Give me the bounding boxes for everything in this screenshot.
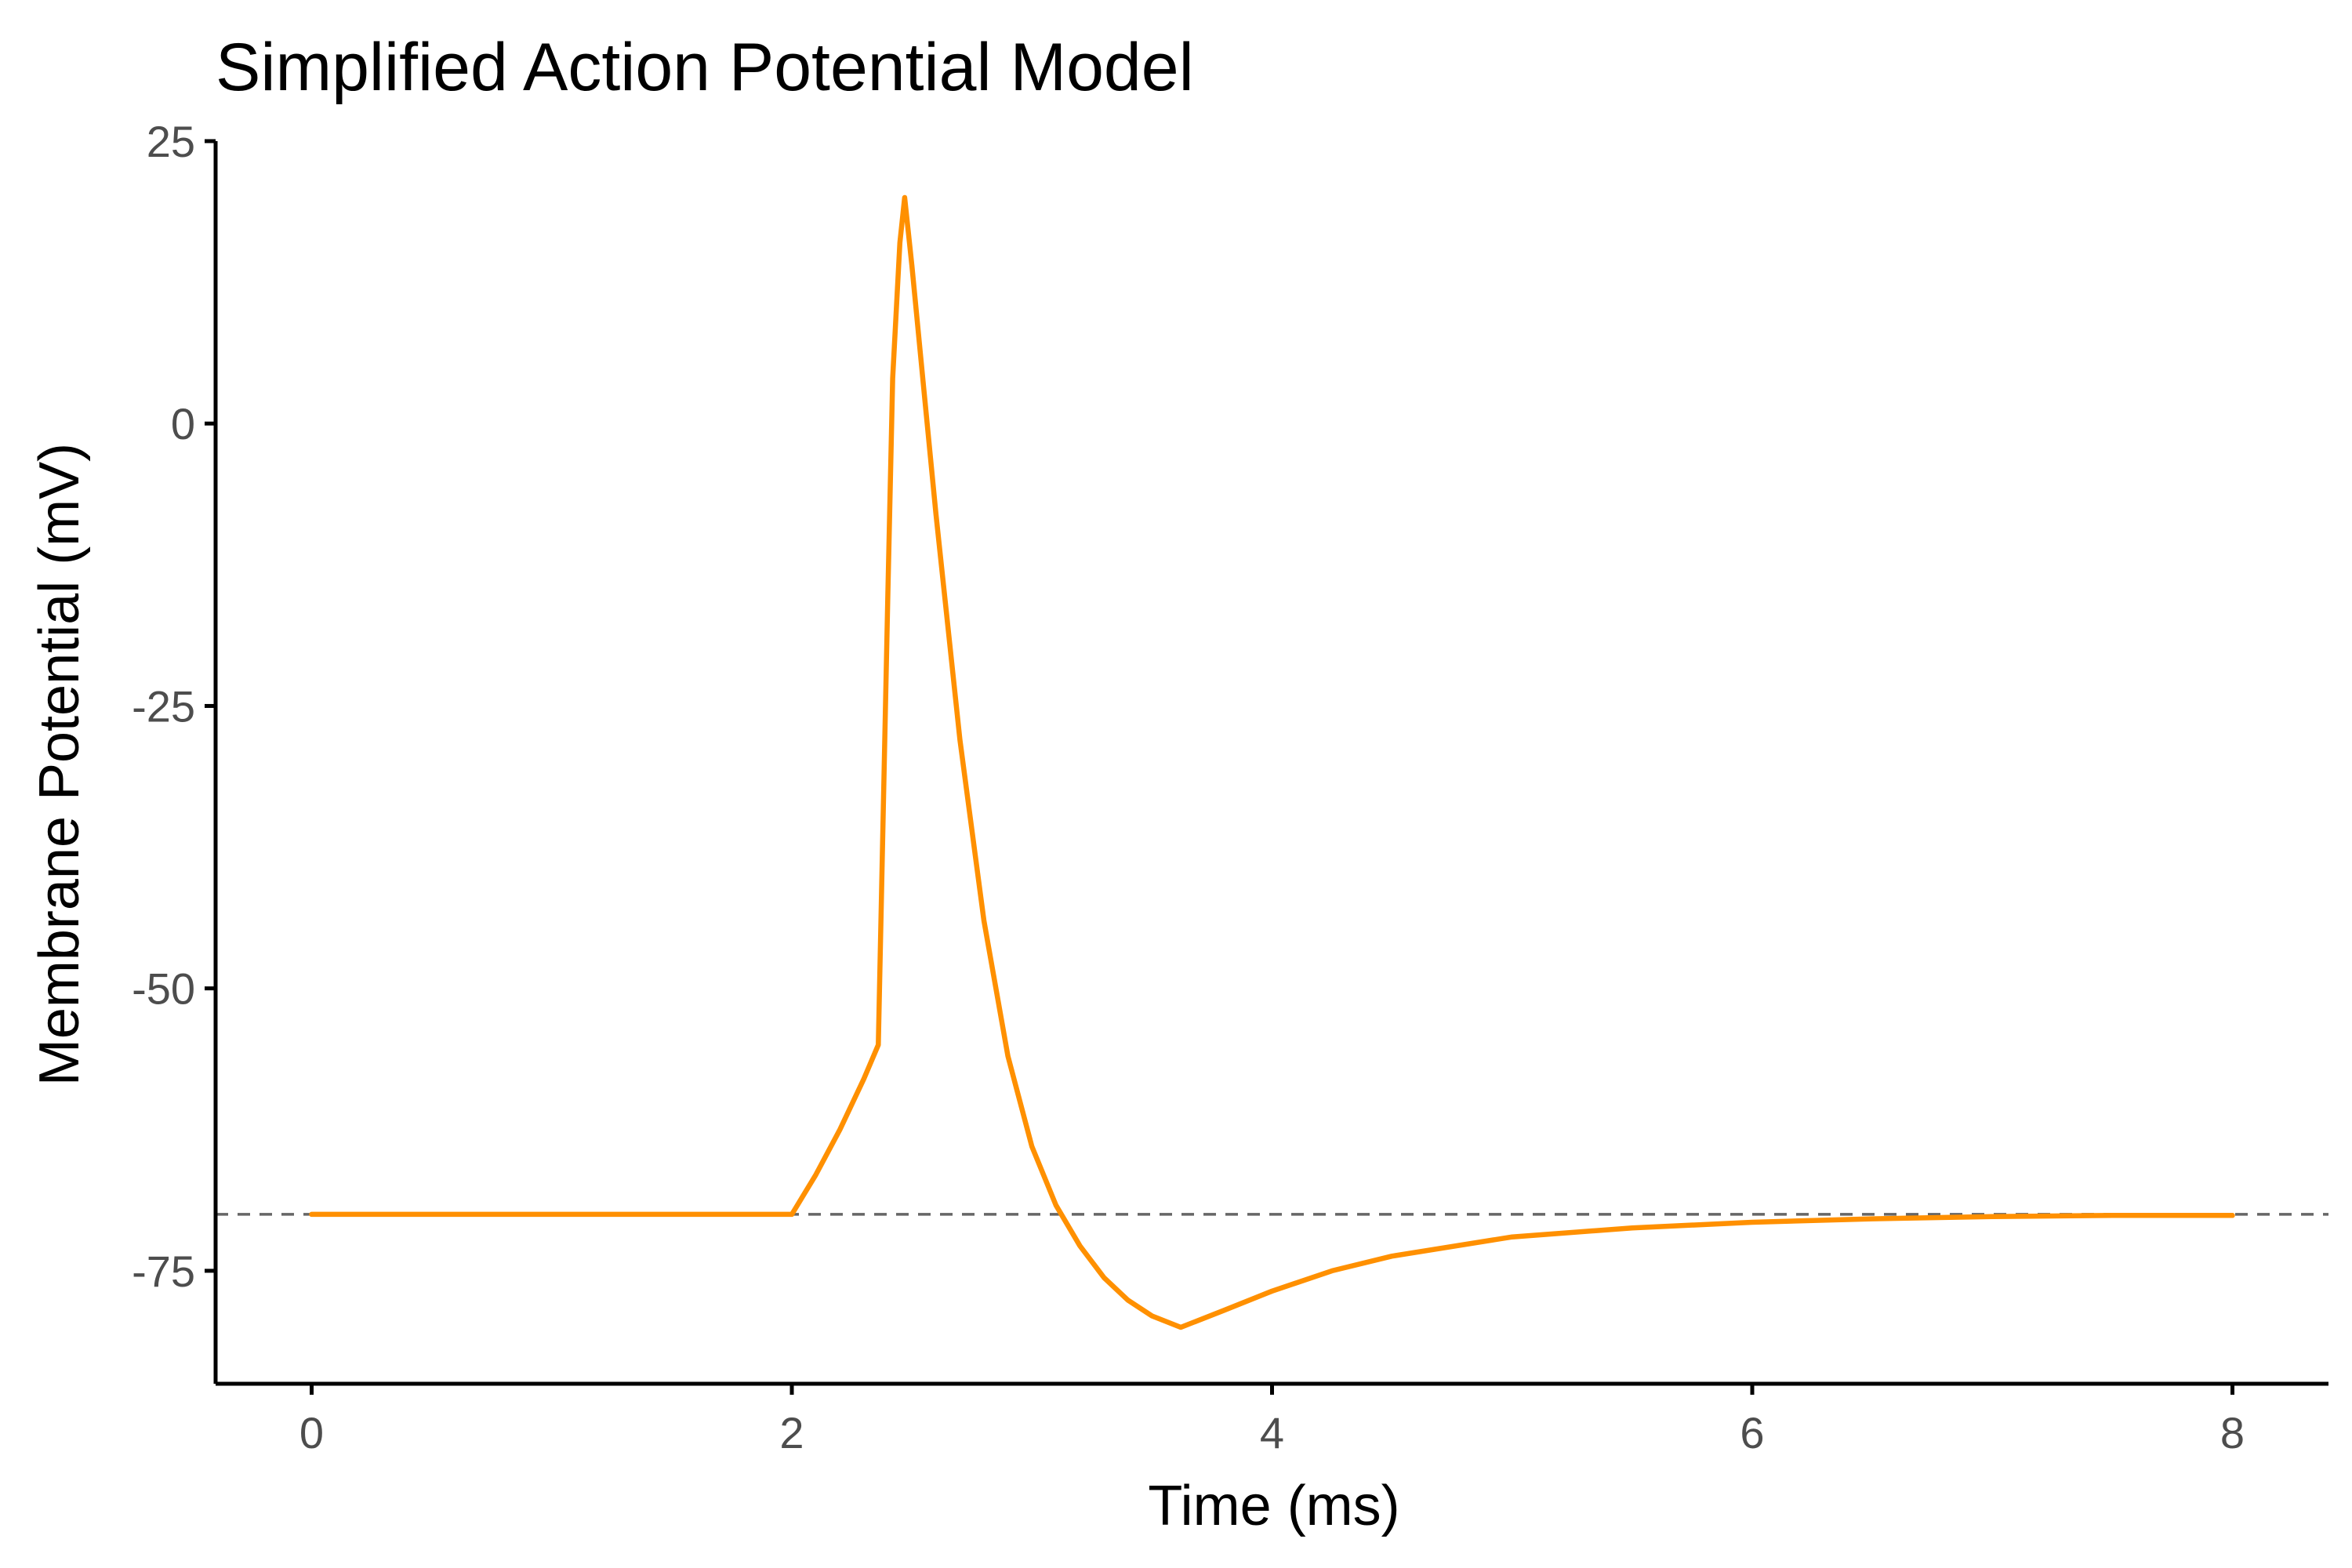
- y-tick-label: -25: [132, 681, 195, 731]
- y-tick-label: -75: [132, 1247, 195, 1296]
- membrane-potential-line: [309, 194, 2235, 1330]
- y-tick-label: -50: [132, 964, 195, 1014]
- y-tick-label: 25: [147, 117, 195, 166]
- x-tick-label: 2: [779, 1408, 804, 1457]
- y-axis-title: Membrane Potential (mV): [28, 443, 91, 1086]
- chart-title: Simplified Action Potential Model: [216, 30, 1194, 105]
- x-tick-label: 0: [299, 1408, 324, 1457]
- x-tick-label: 6: [1740, 1408, 1764, 1457]
- x-axis-ticks: 0 2 4 6 8: [299, 1384, 2245, 1457]
- y-axis-ticks: 25 0 -25 -50 -75: [132, 117, 216, 1296]
- x-tick-label: 4: [1260, 1408, 1284, 1457]
- y-tick-label: 0: [171, 399, 195, 448]
- x-axis-title: Time (ms): [1148, 1475, 1399, 1537]
- plot-area: [216, 194, 2328, 1330]
- x-tick-label: 8: [2220, 1408, 2245, 1457]
